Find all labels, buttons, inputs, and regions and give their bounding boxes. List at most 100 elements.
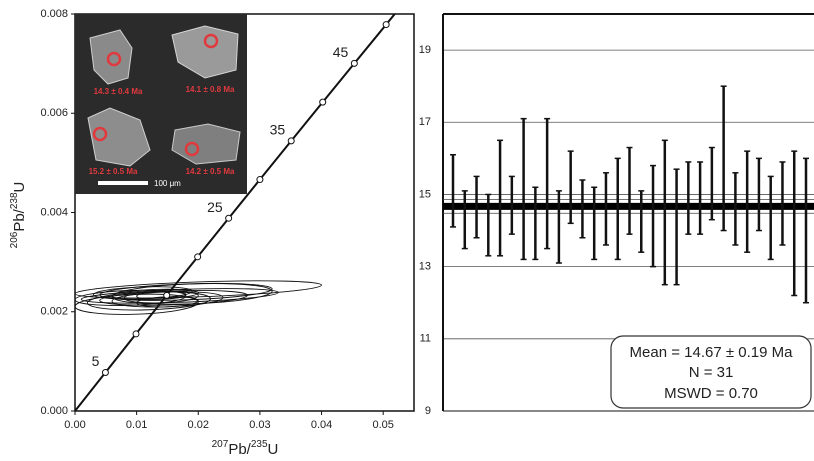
y-tick-label: 11 (420, 333, 431, 345)
grain (87, 107, 151, 167)
y-tick-label: 13 (419, 261, 431, 273)
label-part: 238 (9, 192, 20, 209)
y-tick-label: 0.000 (40, 405, 68, 417)
concordia-plot: 0.00 0.01 0.02 0.03 0.04 0.05 0.000 0.002 0.004 0… (40, 8, 415, 431)
label-part: U (11, 182, 28, 193)
error-bar (520, 117, 527, 261)
error-bar (567, 150, 574, 225)
age-marker (132, 330, 140, 338)
error-bar (650, 164, 657, 268)
error-bar (720, 85, 727, 232)
label-part: 207 (212, 439, 229, 450)
y-tick-label: 19 (419, 44, 431, 56)
label-part: 206 (9, 231, 20, 248)
age-label: 5 (92, 353, 100, 369)
spot (92, 126, 108, 142)
error-bar (673, 168, 680, 286)
error-ellipse (111, 283, 273, 305)
y-tick-label: 0.002 (40, 306, 68, 318)
error-bar (803, 157, 809, 304)
label-part: U (268, 441, 279, 458)
error-bar (708, 146, 715, 221)
error-bar (461, 190, 468, 250)
annotation: MSWD = 0.70 (664, 385, 758, 402)
error-ellipse (136, 290, 187, 300)
error-bar (614, 157, 621, 261)
error-bar (555, 190, 562, 264)
annotation: N = 31 (689, 364, 734, 381)
error-ellipse (75, 280, 322, 299)
error-bar (626, 146, 633, 235)
error-bar (508, 175, 515, 235)
grain (89, 29, 133, 85)
spot (106, 51, 122, 67)
y-axis-label: 206Pb/238U (9, 182, 28, 249)
error-bar (485, 193, 492, 257)
label-part: Pb/ (11, 208, 28, 231)
x-tick-label: 0.00 (64, 419, 85, 431)
error-bar (697, 161, 704, 235)
spot-label: 15.2 ± 0.5 Ma (89, 167, 138, 176)
error-bar (532, 186, 539, 261)
concordia-curve (75, 14, 397, 411)
scale-bar (98, 181, 148, 185)
error-bar (661, 139, 668, 286)
error-bar (779, 161, 786, 246)
age-marker (319, 98, 327, 106)
error-bar (744, 150, 751, 253)
error-ellipse (75, 293, 199, 315)
x-tick-label: 0.02 (188, 419, 209, 431)
scale-label: 100 μm (154, 179, 181, 188)
age-marker (101, 368, 109, 376)
spot-label: 14.3 ± 0.4 Ma (94, 87, 143, 96)
age-label: 45 (333, 44, 349, 60)
weighted-mean-plot: 9 11 13 15 17 19 (419, 13, 814, 417)
inset-image: 14.3 ± 0.4 Ma 14.1 ± 0.8 Ma 15.2 ± 0.5 M… (75, 14, 247, 194)
error-bar (591, 186, 598, 261)
age-marker (287, 137, 295, 145)
error-bar (791, 150, 798, 297)
grain (171, 25, 239, 79)
x-tick-label: 0.01 (126, 419, 147, 431)
x-tick-label: 0.03 (249, 419, 270, 431)
error-bar (579, 179, 586, 239)
spot-label: 14.2 ± 0.5 Ma (186, 167, 235, 176)
spot (184, 141, 200, 157)
label-part: Pb/ (228, 441, 251, 458)
error-bar (732, 172, 739, 246)
x-tick-label: 0.05 (372, 419, 393, 431)
age-label: 35 (270, 122, 286, 138)
error-bar (767, 175, 774, 261)
age-marker (225, 214, 233, 222)
error-bar (473, 175, 480, 239)
x-axis-label: 207Pb/235U (212, 439, 279, 458)
error-bar (450, 154, 456, 228)
error-bar (638, 190, 645, 253)
age-marker (350, 59, 358, 67)
error-bar (755, 157, 762, 232)
error-bar (544, 117, 551, 250)
error-bar (497, 139, 504, 257)
age-marker (382, 21, 390, 29)
age-marker (256, 176, 264, 184)
age-marker (194, 253, 202, 261)
clipped (75, 14, 397, 411)
label-part: 235 (251, 439, 268, 450)
y-tick-label: 0.006 (40, 107, 68, 119)
y-tick-label: 9 (425, 405, 431, 417)
error-ellipse (75, 289, 187, 306)
y-tick-label: 17 (419, 116, 431, 128)
result-box: Mean = 14.67 ± 0.19 Ma N = 31 MSWD = 0.7… (610, 335, 812, 409)
annotation: Mean = 14.67 ± 0.19 Ma (630, 344, 794, 361)
error-bar (685, 161, 692, 235)
age-label: 25 (207, 199, 223, 215)
spot (203, 33, 219, 49)
annotation-box (610, 335, 812, 409)
spot-label: 14.1 ± 0.8 Ma (186, 85, 235, 94)
age-marker (163, 291, 171, 299)
x-tick-label: 0.04 (311, 419, 332, 431)
y-tick-label: 15 (419, 188, 431, 200)
error-ellipse (80, 288, 279, 304)
error-bar (602, 172, 609, 246)
